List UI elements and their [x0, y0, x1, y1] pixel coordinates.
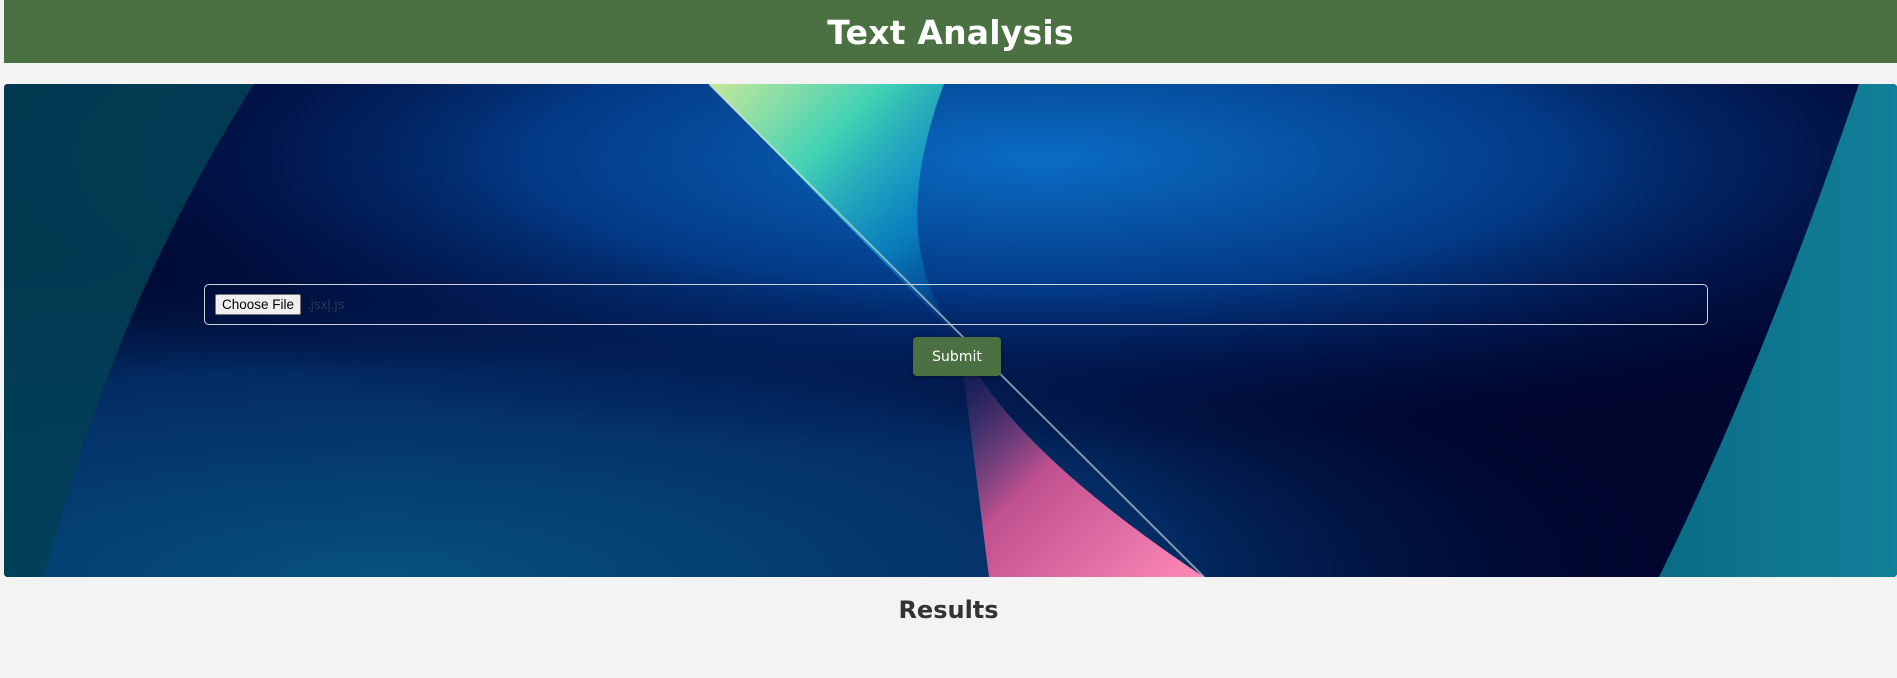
app-header: Text Analysis — [4, 0, 1897, 63]
file-upload-field[interactable]: Choose File .jsx|.js — [204, 284, 1708, 325]
submit-button[interactable]: Submit — [913, 337, 1001, 376]
page-title: Text Analysis — [827, 13, 1074, 52]
hero-section: Choose File .jsx|.js Submit — [4, 84, 1897, 577]
file-accept-hint: .jsx|.js — [307, 297, 345, 312]
choose-file-button[interactable]: Choose File — [215, 294, 302, 315]
results-heading: Results — [898, 596, 999, 624]
abstract-light-beam-image — [4, 84, 1897, 577]
